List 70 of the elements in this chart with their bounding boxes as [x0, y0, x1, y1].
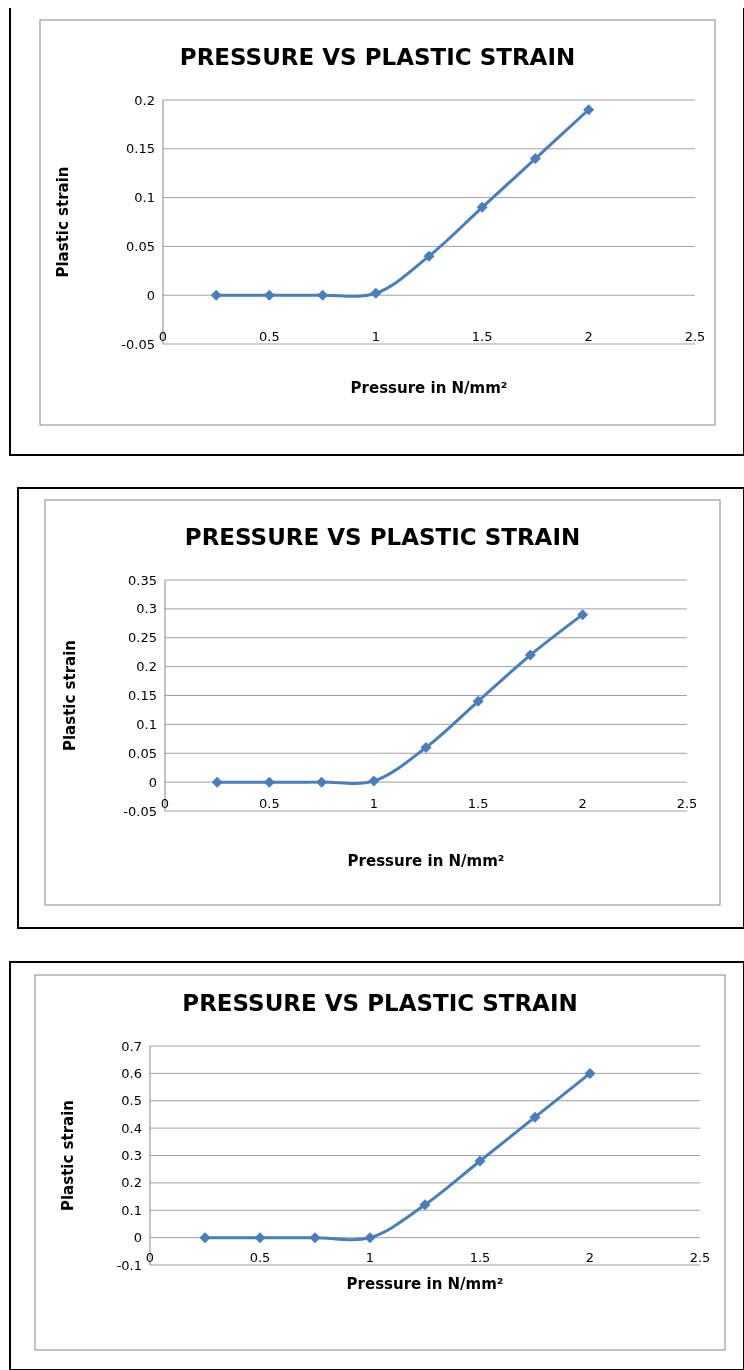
x-tick-label: 1 [371, 328, 380, 344]
point [254, 1232, 266, 1244]
point [423, 250, 435, 262]
x-tick-label: 0.5 [259, 795, 280, 811]
x-tick-label: 0.5 [249, 1249, 271, 1265]
point [199, 1232, 211, 1244]
y-tick-label: 0 [146, 287, 155, 303]
point [529, 153, 541, 165]
x-tick-label: 1 [369, 795, 378, 811]
y-tick-label: 0.5 [121, 1093, 142, 1109]
point [584, 1067, 596, 1079]
y-tick-label: 0.3 [136, 601, 157, 617]
x-tick-label: 2 [585, 1249, 595, 1265]
point [211, 776, 223, 788]
x-tick-label: 1 [365, 1249, 375, 1265]
y-tick-label: 0.25 [128, 630, 157, 646]
y-tick-label: 0 [133, 1230, 142, 1246]
x-tick-label: 1.5 [471, 328, 493, 344]
point [524, 649, 536, 661]
x-tick-label: 2.5 [684, 328, 706, 344]
x-tick-label: 0 [158, 328, 168, 344]
point [577, 609, 589, 621]
x-axis-title: Pressure in N/mm² [347, 852, 505, 870]
y-tick-label: 0.3 [121, 1148, 142, 1164]
y-tick-label: 0.2 [136, 659, 157, 675]
x-tick-label: 1.5 [467, 795, 489, 811]
x-tick-label: 2.5 [676, 795, 698, 811]
y-tick-label: 0.1 [136, 716, 157, 732]
x-tick-label: 1.5 [469, 1249, 491, 1265]
point [370, 287, 382, 299]
y-tick-label: 0.05 [128, 745, 157, 761]
chart-title: PRESSURE VS PLASTIC STRAIN [184, 524, 581, 550]
y-tick-label: -0.1 [116, 1257, 142, 1273]
point [474, 1155, 486, 1167]
x-tick-label: 0 [160, 795, 170, 811]
y-tick-label: 0.2 [121, 1175, 142, 1191]
y-tick-label: 0.4 [121, 1120, 142, 1136]
point [364, 1232, 376, 1244]
x-tick-label: 2 [584, 328, 593, 344]
y-axis-title: Plastic strain [61, 639, 79, 752]
point [420, 741, 432, 753]
point [472, 695, 484, 707]
y-tick-label: 0.15 [126, 141, 155, 157]
point [210, 289, 222, 301]
x-tick-label: 0.5 [259, 328, 280, 344]
x-tick-label: 2.5 [689, 1249, 711, 1265]
y-axis-title: Plastic strain [54, 166, 72, 278]
y-tick-label: 0.7 [121, 1038, 142, 1054]
x-axis-title: Pressure in N/mm² [346, 1275, 504, 1293]
y-tick-label: 0.2 [134, 92, 155, 108]
y-axis-title: Plastic strain [59, 1099, 77, 1212]
x-axis-title: Pressure in N/mm² [350, 379, 508, 397]
y-tick-label: -0.05 [121, 336, 155, 352]
point [583, 104, 595, 116]
y-tick-label: 0 [148, 774, 157, 790]
y-tick-label: 0.6 [121, 1065, 142, 1081]
point [309, 1232, 321, 1244]
x-tick-label: 2 [578, 795, 587, 811]
chart-title: PRESSURE VS PLASTIC STRAIN [182, 990, 578, 1016]
point [476, 201, 488, 213]
point [529, 1111, 541, 1123]
y-tick-label: 0.35 [128, 572, 157, 588]
point [368, 775, 380, 787]
y-tick-label: -0.05 [123, 803, 157, 819]
chart-title: PRESSURE VS PLASTIC STRAIN [179, 44, 576, 70]
y-tick-label: 0.1 [121, 1202, 142, 1218]
y-tick-label: 0.15 [128, 688, 157, 704]
y-tick-label: 0.05 [126, 238, 155, 254]
y-tick-label: 0.1 [134, 190, 155, 206]
point [419, 1199, 431, 1211]
